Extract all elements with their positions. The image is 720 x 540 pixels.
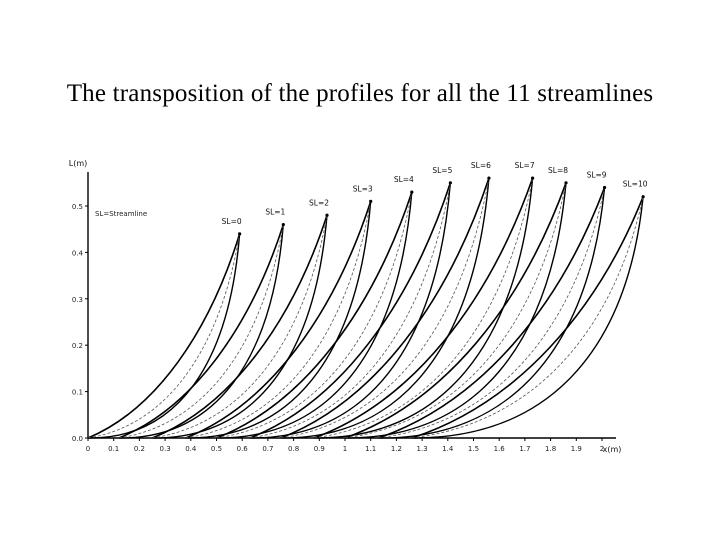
profile-pressure-side bbox=[185, 201, 372, 439]
profile-tip bbox=[531, 176, 535, 180]
profile-pressure-side bbox=[411, 196, 644, 439]
profile-pressure-side bbox=[378, 187, 606, 439]
profile-suction-side bbox=[152, 215, 328, 439]
profile-camber-line bbox=[249, 182, 451, 439]
x-tick-label: 1.4 bbox=[442, 445, 454, 453]
profile-tip bbox=[325, 213, 329, 217]
x-tick-label: 1 bbox=[343, 445, 347, 453]
x-tick-label: 0.7 bbox=[262, 445, 273, 453]
y-tick-label: 0.4 bbox=[72, 249, 84, 257]
streamline-label: SL=2 bbox=[309, 198, 329, 207]
streamline-label: SL=4 bbox=[394, 175, 414, 184]
profile-camber-line bbox=[344, 182, 567, 439]
profile-suction-side bbox=[378, 187, 606, 439]
streamline-label: SL=1 bbox=[265, 208, 285, 217]
profile-camber-line bbox=[280, 178, 490, 439]
x-tick-label: 1.5 bbox=[468, 445, 479, 453]
streamline-label: SL=8 bbox=[548, 166, 568, 175]
labels-group: L(m) x(m) SL=Streamline SL=0 SL=1 SL=2 SL=3… bbox=[69, 159, 648, 454]
x-tick-label: 1.3 bbox=[417, 445, 428, 453]
y-tick-label: 0.5 bbox=[72, 203, 83, 211]
x-tick-label: 0.9 bbox=[314, 445, 325, 453]
profile-suction-side bbox=[344, 182, 567, 439]
profile-pressure-side bbox=[151, 215, 328, 439]
profile-pressure-side bbox=[249, 182, 452, 439]
ticks-group: 0 0.1 0.2 0.3 0.4 0.5 0.6 0.7 0.8 0.9 1 1.1 1.2 1.3 1.… bbox=[72, 203, 604, 453]
profile-tip bbox=[564, 181, 568, 185]
profiles-group bbox=[87, 176, 645, 439]
x-tick-label: 1.7 bbox=[519, 445, 530, 453]
profile-tip bbox=[410, 190, 414, 194]
profile-suction-side bbox=[411, 196, 644, 439]
y-tick-label: 0.2 bbox=[72, 342, 83, 350]
profile-tip bbox=[641, 195, 645, 199]
profile-tip bbox=[602, 185, 607, 190]
profile-tip bbox=[369, 199, 373, 203]
x-tick-label: 0.6 bbox=[237, 445, 249, 453]
profile-suction-side bbox=[314, 178, 534, 439]
profile-pressure-side bbox=[313, 177, 534, 439]
profile-camber-line bbox=[185, 201, 372, 439]
x-tick-label: 0.1 bbox=[108, 445, 119, 453]
profile-camber-line bbox=[378, 187, 605, 439]
x-tick-label: 1.6 bbox=[494, 445, 506, 453]
legend-text: SL=Streamline bbox=[95, 210, 147, 218]
profile-tip bbox=[487, 176, 491, 180]
streamline-label: SL=5 bbox=[432, 166, 452, 175]
x-tick-label: 1.9 bbox=[571, 445, 582, 453]
streamline-label: SL=0 bbox=[222, 217, 242, 226]
profile-camber-line bbox=[411, 196, 644, 439]
slide-title: The transposition of the profiles for al… bbox=[66, 80, 654, 107]
x-tick-label: 0.4 bbox=[185, 445, 197, 453]
profile-camber-line bbox=[314, 178, 534, 439]
profile-tip bbox=[281, 222, 285, 227]
profile-pressure-side bbox=[344, 182, 567, 439]
streamline-label: SL=6 bbox=[471, 161, 491, 170]
x-tick-label: 0.3 bbox=[160, 445, 171, 453]
streamline-label: SL=9 bbox=[587, 170, 607, 179]
profile-pressure-side bbox=[87, 233, 241, 439]
x-axis-label: x(m) bbox=[603, 445, 622, 454]
profile-tip bbox=[238, 232, 242, 236]
streamline-label: SL=10 bbox=[623, 180, 648, 189]
profile-pressure-side bbox=[280, 177, 490, 439]
x-tick-label: 2 bbox=[600, 445, 604, 453]
profile-pressure-side bbox=[118, 224, 285, 439]
profile-camber-line bbox=[216, 192, 413, 439]
profile-camber-line bbox=[87, 233, 241, 439]
profile-suction-side bbox=[87, 233, 241, 439]
y-tick-label: 0.3 bbox=[72, 296, 83, 304]
y-tick-label: 0.1 bbox=[72, 389, 83, 397]
x-tick-label: 1.1 bbox=[365, 445, 376, 453]
profile-suction-side bbox=[118, 224, 285, 439]
profile-tip bbox=[448, 181, 452, 185]
x-tick-label: 1.8 bbox=[545, 445, 556, 453]
x-tick-label: 0 bbox=[86, 445, 90, 453]
x-tick-label: 0.8 bbox=[288, 445, 299, 453]
profile-pressure-side bbox=[216, 191, 413, 439]
x-tick-label: 0.2 bbox=[134, 445, 145, 453]
streamline-label: SL=7 bbox=[515, 161, 535, 170]
profile-camber-line bbox=[118, 224, 284, 439]
x-tick-label: 1.2 bbox=[391, 445, 402, 453]
y-axis-label: L(m) bbox=[69, 159, 88, 168]
profile-camber-line bbox=[152, 215, 328, 439]
x-tick-label: 0.5 bbox=[211, 445, 222, 453]
streamline-label: SL=3 bbox=[353, 184, 373, 193]
axes bbox=[87, 172, 616, 439]
profile-suction-side bbox=[249, 182, 452, 439]
y-tick-label: 0.0 bbox=[72, 435, 83, 443]
